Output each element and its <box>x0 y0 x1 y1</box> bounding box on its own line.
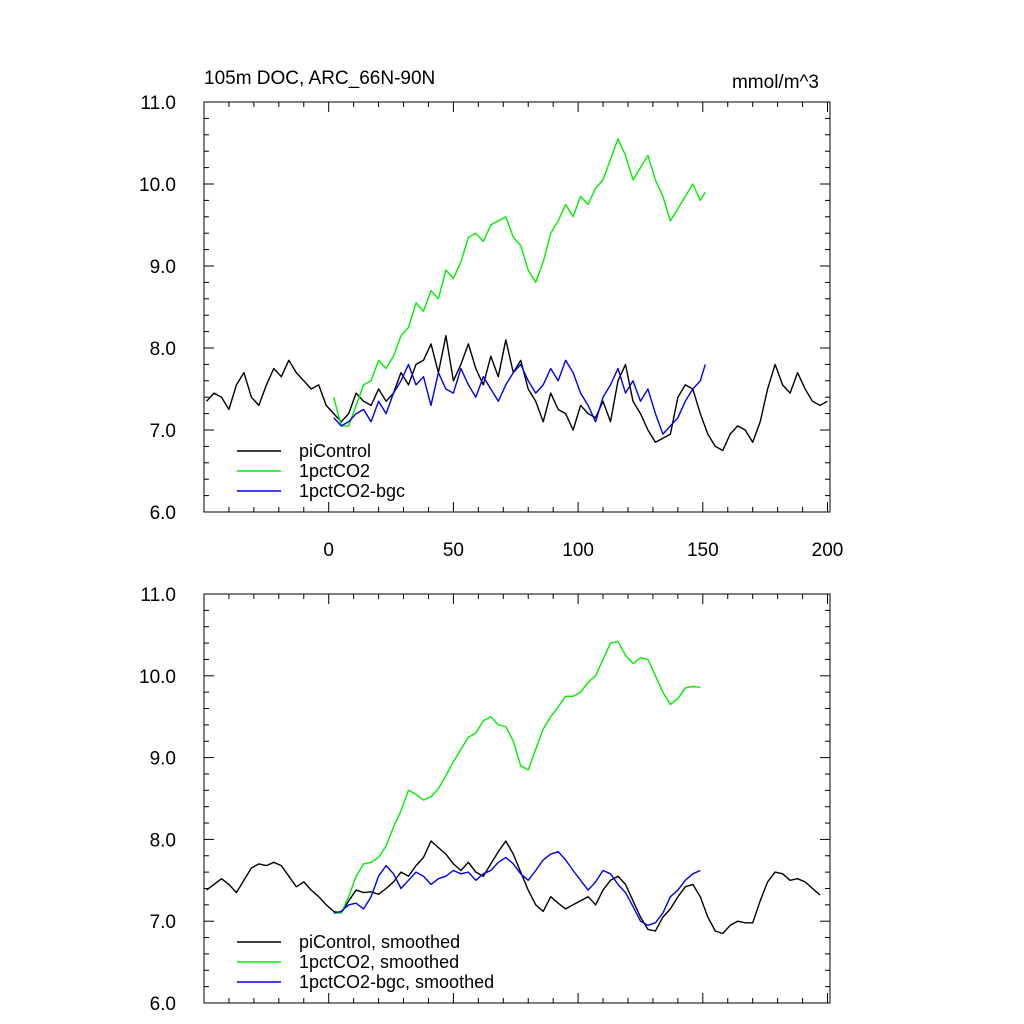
y-tick-label: 6.0 <box>150 994 176 1015</box>
y-tick-label: 10.0 <box>139 175 176 196</box>
series-line-1pctco2-smoothed <box>333 640 701 914</box>
legend-label-1pctco2: 1pctCO2 <box>299 461 370 481</box>
x-tick-label: 200 <box>812 540 844 561</box>
x-tick-label: 0 <box>323 540 334 561</box>
x-tick-label: 100 <box>562 540 594 561</box>
y-tick-label: 11.0 <box>140 585 176 606</box>
chart-panel-top: 105m DOC, ARC_66N-90N mmol/m^3 6.0 7.0 8.0… <box>139 68 843 561</box>
plot-frame <box>203 593 831 1004</box>
legend-label-1pctco2-bgc: 1pctCO2-bgc <box>299 481 405 501</box>
legend-label-1pctco2-smoothed: 1pctCO2, smoothed <box>299 952 459 972</box>
series-line-1pctco2-bgc <box>333 359 706 435</box>
series-line-picontrol-smoothed <box>206 840 821 935</box>
y-tick-label: 11.0 <box>140 93 176 114</box>
series-line-picontrol <box>205 335 828 452</box>
y-tick-label: 9.0 <box>150 257 176 278</box>
legend-label-picontrol-smoothed: piControl, smoothed <box>299 932 460 952</box>
y-tick-label: 7.0 <box>150 912 176 933</box>
chart-units-label: mmol/m^3 <box>732 72 819 93</box>
series-line-1pctco2 <box>333 138 706 427</box>
plot-frame <box>203 101 831 513</box>
y-tick-label: 8.0 <box>150 339 176 360</box>
x-tick-label: 150 <box>687 540 719 561</box>
chart-title: 105m DOC, ARC_66N-90N <box>204 68 435 89</box>
legend-label-picontrol: piControl <box>299 441 371 461</box>
y-tick-label: 8.0 <box>150 830 176 851</box>
y-tick-label: 10.0 <box>139 667 176 688</box>
legend-label-1pctco2-bgc-smoothed: 1pctCO2-bgc, smoothed <box>299 972 494 992</box>
y-tick-label: 6.0 <box>150 503 176 524</box>
x-tick-label: 50 <box>443 540 464 561</box>
y-tick-label: 9.0 <box>150 749 176 770</box>
series-line-1pctco2-bgc-smoothed <box>333 851 701 926</box>
y-tick-label: 7.0 <box>150 421 176 442</box>
